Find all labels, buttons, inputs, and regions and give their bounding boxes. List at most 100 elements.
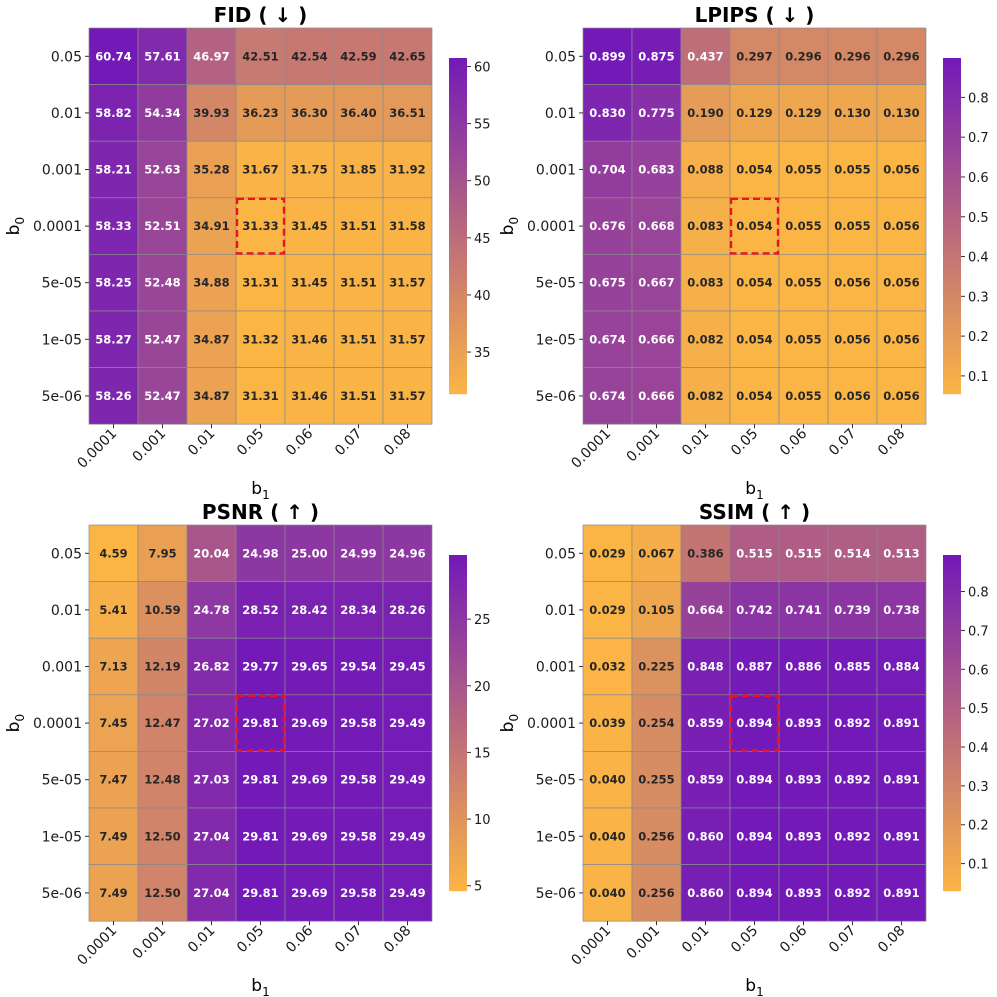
heatmap-cell xyxy=(582,864,633,922)
heatmap-cell xyxy=(876,807,927,865)
heatmap-cell xyxy=(137,751,188,809)
heatmap-cell xyxy=(333,27,384,85)
colorbar-tick-label: 10 xyxy=(474,813,491,828)
x-tick-label: 0.08 xyxy=(381,426,414,459)
x-tick-label: 0.07 xyxy=(826,426,859,459)
cell-value-label: 0.055 xyxy=(785,276,821,290)
cell-value-label: 12.47 xyxy=(144,716,180,730)
heatmap-cell xyxy=(729,694,780,752)
cell-value-label: 31.51 xyxy=(340,276,376,290)
heatmap-cell xyxy=(582,807,633,865)
heatmap-cell xyxy=(680,140,731,199)
cell-value-label: 27.03 xyxy=(193,773,229,787)
cell-value-label: 0.067 xyxy=(638,546,674,560)
x-tick-label: 0.0001 xyxy=(568,426,614,472)
cell-value-label: 0.056 xyxy=(834,276,870,290)
cell-value-label: 60.74 xyxy=(95,49,131,63)
heatmap-cell xyxy=(186,807,237,865)
cell-value-label: 0.666 xyxy=(638,332,674,346)
cell-value-label: 31.75 xyxy=(291,163,327,177)
cell-value-label: 29.45 xyxy=(389,660,425,674)
cell-value-label: 34.87 xyxy=(193,332,229,346)
y-axis-label: b0 xyxy=(498,714,521,732)
cell-value-label: 0.704 xyxy=(589,163,625,177)
cell-value-label: 24.98 xyxy=(242,546,278,560)
cell-value-label: 0.891 xyxy=(883,886,919,900)
heatmap-cell xyxy=(186,310,237,368)
heatmap-cell xyxy=(827,581,878,639)
cell-value-label: 0.056 xyxy=(883,276,919,290)
cell-value-label: 52.51 xyxy=(144,219,180,233)
cell-value-label: 0.666 xyxy=(638,389,674,403)
heatmap-cell xyxy=(137,807,188,865)
x-tick-label: 0.07 xyxy=(826,923,859,956)
heatmap-cell xyxy=(876,84,927,142)
cell-value-label: 0.738 xyxy=(883,603,919,617)
y-tick-label: 0.05 xyxy=(51,49,82,65)
y-tick-label: 0.01 xyxy=(545,603,576,619)
heatmap-cell xyxy=(631,197,682,255)
cell-value-label: 0.254 xyxy=(638,716,674,730)
heatmap-cell xyxy=(137,27,188,85)
colorbar-tick-label: 0.3 xyxy=(968,290,989,305)
heatmap-cell xyxy=(582,637,633,696)
heatmap-cell xyxy=(186,367,237,425)
cell-value-label: 0.082 xyxy=(687,389,723,403)
cell-value-label: 0.055 xyxy=(785,389,821,403)
cell-value-label: 0.515 xyxy=(736,546,772,560)
y-tick-label: 5e-06 xyxy=(42,886,82,902)
x-tick-label: 0.05 xyxy=(234,426,267,459)
colorbar-tick-label: 50 xyxy=(474,175,491,190)
cell-value-label: 0.056 xyxy=(883,332,919,346)
x-axis-label: b1 xyxy=(251,976,269,997)
cell-value-label: 0.225 xyxy=(638,660,674,674)
cell-value-label: 0.894 xyxy=(736,886,772,900)
heatmap-cell xyxy=(235,367,286,425)
heatmap-cell xyxy=(235,27,286,85)
heatmap-cell xyxy=(284,637,335,696)
cell-value-label: 0.891 xyxy=(883,716,919,730)
colorbar-tick-label: 0.1 xyxy=(968,370,989,385)
cell-value-label: 0.514 xyxy=(834,546,870,560)
highlight-box xyxy=(235,197,286,255)
cell-value-label: 31.51 xyxy=(340,219,376,233)
cell-value-label: 0.083 xyxy=(687,219,723,233)
cell-value-label: 0.040 xyxy=(589,886,625,900)
heatmap-cell xyxy=(631,524,682,582)
heatmap-cell xyxy=(88,581,139,639)
y-tick-label: 0.001 xyxy=(536,660,576,676)
cell-value-label: 58.21 xyxy=(95,163,131,177)
heatmap-cell xyxy=(382,581,433,639)
colorbar-tick-label: 55 xyxy=(474,118,491,133)
cell-value-label: 29.58 xyxy=(340,773,376,787)
heatmap-cell xyxy=(382,367,433,425)
cell-value-label: 27.04 xyxy=(193,829,229,843)
cell-value-label: 0.515 xyxy=(785,546,821,560)
x-tick-label: 0.06 xyxy=(777,923,810,956)
heatmap-cell xyxy=(680,254,731,312)
heatmap-cell xyxy=(333,581,384,639)
cell-value-label: 12.19 xyxy=(144,660,180,674)
heatmap-cell xyxy=(778,581,829,639)
cell-value-label: 34.87 xyxy=(193,389,229,403)
y-axis-label: b0 xyxy=(4,714,27,732)
cell-value-label: 0.130 xyxy=(883,106,919,120)
colorbar-gradient xyxy=(943,58,961,395)
heatmap-cell xyxy=(827,637,878,696)
cell-value-label: 31.31 xyxy=(242,389,278,403)
heatmap-cell xyxy=(284,140,335,199)
cell-value-label: 31.92 xyxy=(389,163,425,177)
cell-value-label: 0.893 xyxy=(785,886,821,900)
colorbar-tick-label: 40 xyxy=(474,289,491,304)
y-tick-label: 0.01 xyxy=(51,603,82,619)
cell-value-label: 0.894 xyxy=(736,829,772,843)
y-tick-label: 0.001 xyxy=(42,660,82,676)
heatmap-cell xyxy=(284,524,335,582)
x-tick-label: 0.05 xyxy=(728,426,761,459)
cell-value-label: 31.57 xyxy=(389,276,425,290)
cell-value-label: 0.892 xyxy=(834,829,870,843)
heatmap-cell xyxy=(631,367,682,425)
heatmap-cell xyxy=(876,367,927,425)
heatmap-cell xyxy=(876,254,927,312)
cell-value-label: 58.26 xyxy=(95,389,131,403)
